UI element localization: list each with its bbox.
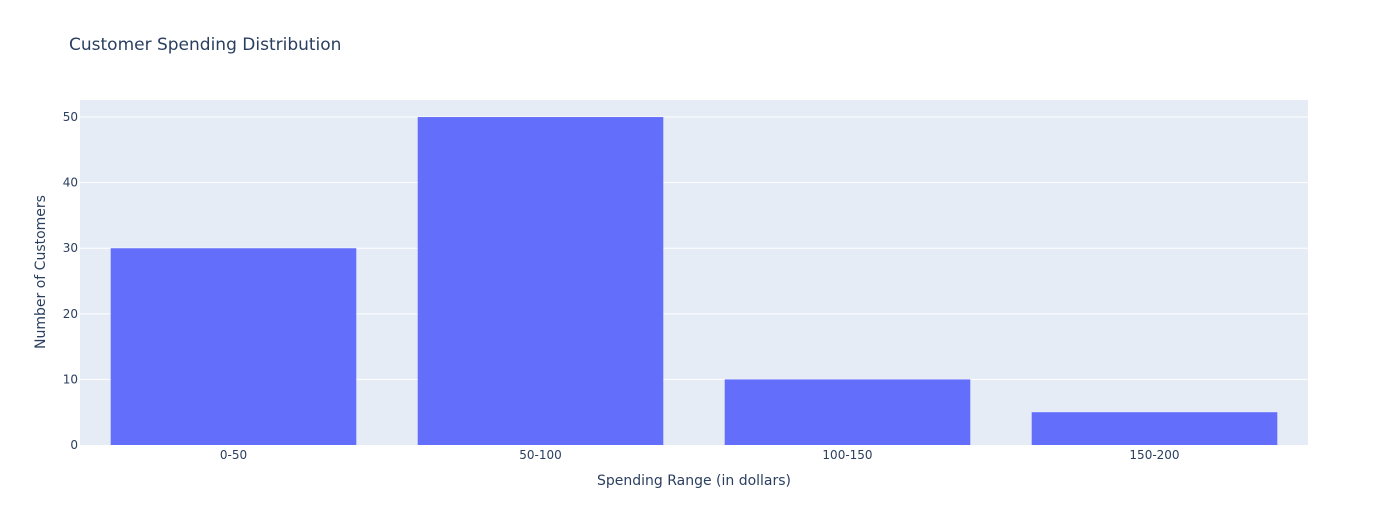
- y-tick-label: 20: [63, 307, 78, 321]
- x-tick-label: 0-50: [220, 448, 247, 462]
- y-tick-label: 0: [70, 438, 78, 452]
- x-axis-title: Spending Range (in dollars): [597, 473, 791, 489]
- y-tick-label: 50: [63, 110, 78, 124]
- x-tick-label: 50-100: [519, 448, 562, 462]
- bar-150-200[interactable]: [1031, 412, 1278, 445]
- bar-0-50[interactable]: [110, 248, 357, 445]
- y-tick-label: 10: [63, 372, 78, 386]
- y-tick-label: 40: [63, 176, 78, 190]
- x-tick-label: 150-200: [1129, 448, 1179, 462]
- x-tick-label: 100-150: [822, 448, 872, 462]
- y-tick-label: 30: [63, 241, 78, 255]
- chart-title: Customer Spending Distribution: [69, 35, 341, 55]
- y-axis-title: Number of Customers: [33, 195, 49, 349]
- bar-100-150[interactable]: [724, 379, 971, 445]
- bar-series: [110, 117, 1278, 446]
- bar-50-100[interactable]: [417, 117, 664, 446]
- x-axis-ticks: 0-50 50-100 100-150 150-200: [220, 448, 1180, 462]
- y-axis-ticks: 0 10 20 30 40 50: [63, 110, 78, 452]
